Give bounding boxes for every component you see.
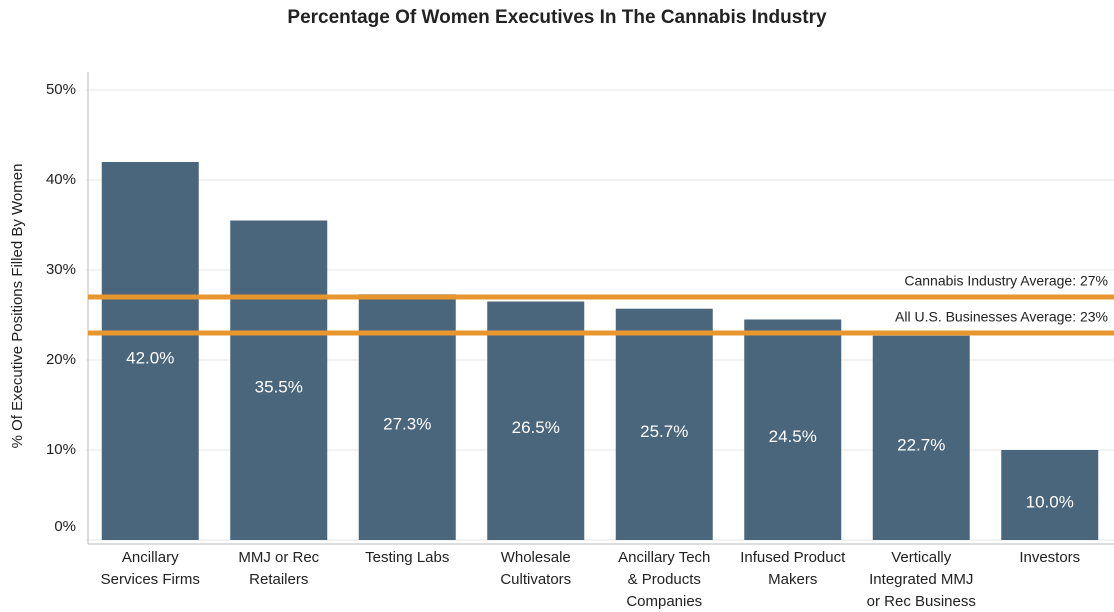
y-tick-label: 20%: [46, 351, 76, 368]
bar: [487, 301, 585, 540]
value-label: 42.0%: [126, 348, 174, 367]
bar: [1001, 450, 1099, 540]
chart-title: Percentage Of Women Executives In The Ca…: [287, 7, 827, 28]
x-tick-label: Investors: [1019, 549, 1080, 566]
x-tick-label: Vertically Integrated MMJ or Rec Business: [867, 549, 976, 610]
bar: [615, 308, 713, 540]
y-tick-label: 50%: [46, 81, 76, 98]
y-tick-label: 0%: [54, 518, 76, 535]
x-tick-label: Infused Product Makers: [740, 549, 846, 588]
bar: [230, 220, 328, 540]
reference-label: Cannabis Industry Average: 27%: [904, 273, 1108, 289]
value-label: 25.7%: [640, 422, 688, 441]
x-tick-label: Ancillary Tech & Products Companies: [618, 549, 710, 610]
value-label: 24.5%: [769, 427, 817, 446]
x-tick-label: MMJ or Rec Retailers: [238, 549, 319, 588]
value-label: 22.7%: [897, 435, 945, 454]
x-tick-label: Testing Labs: [365, 549, 449, 566]
x-tick-label: Ancillary Services Firms: [101, 549, 200, 588]
value-label: 10.0%: [1026, 492, 1074, 511]
y-tick-label: 40%: [46, 171, 76, 188]
value-label: 27.3%: [383, 415, 431, 434]
bar: [872, 335, 970, 540]
y-tick-label: 30%: [46, 261, 76, 278]
x-tick-label: Wholesale Cultivators: [500, 549, 571, 588]
y-tick-label: 10%: [46, 441, 76, 458]
value-label: 26.5%: [512, 418, 560, 437]
bar: [744, 319, 842, 540]
bar: [101, 162, 199, 540]
value-label: 35.5%: [255, 378, 303, 397]
y-axis-label: % Of Executive Positions Filled By Women: [9, 164, 26, 449]
reference-label: All U.S. Businesses Average: 23%: [895, 309, 1108, 325]
